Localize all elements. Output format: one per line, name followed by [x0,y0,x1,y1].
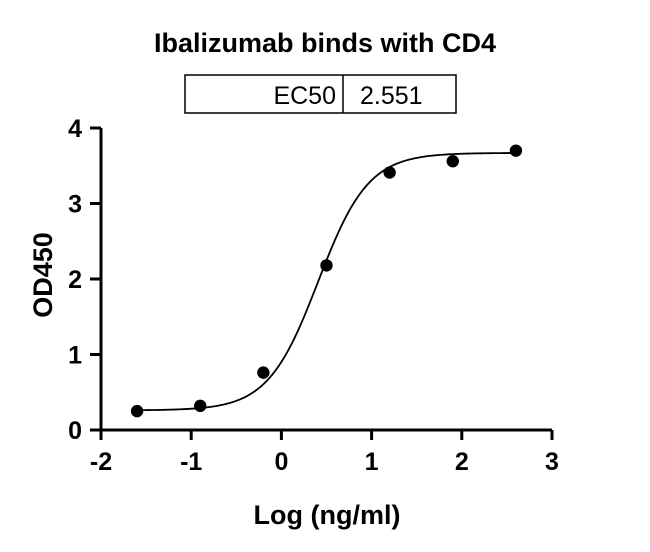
ec50-results-table: EC50 2.551 [184,74,457,114]
data-point [130,404,144,418]
fit-curve [137,152,516,412]
chart-title: Ibalizumab binds with CD4 [154,28,496,58]
data-point [194,399,207,413]
y-tick-label: 3 [68,191,82,219]
ec50-table-label: EC50 [273,82,336,110]
ec50-table-value: 2.551 [360,82,423,110]
data-point [383,166,396,179]
y-tick-label: 2 [68,266,82,294]
x-tick-label: -2 [90,448,112,476]
data-point [509,144,523,157]
data-point [257,366,270,379]
data-point [446,155,459,168]
x-tick-label: -1 [180,448,202,476]
x-axis-title: Log (ng/ml) [254,500,401,530]
plot-area: 0 1 2 3 4 -2 -1 0 1 2 3 [68,115,559,476]
y-axis-title: OD450 [28,232,58,318]
data-point [320,259,333,272]
y-tick-label: 1 [68,342,82,370]
x-tick-label: 1 [365,448,379,476]
x-tick-label: 2 [455,448,469,476]
y-tick-label: 4 [68,115,82,143]
x-tick-label: 3 [545,448,559,476]
x-tick-label: 0 [274,448,288,476]
ec50-table-box [184,74,457,114]
y-tick-label: 0 [68,417,82,445]
